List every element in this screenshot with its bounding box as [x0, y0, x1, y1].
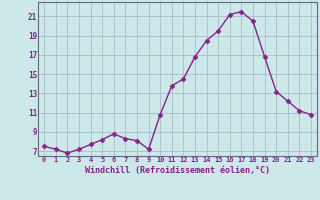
X-axis label: Windchill (Refroidissement éolien,°C): Windchill (Refroidissement éolien,°C)	[85, 166, 270, 175]
